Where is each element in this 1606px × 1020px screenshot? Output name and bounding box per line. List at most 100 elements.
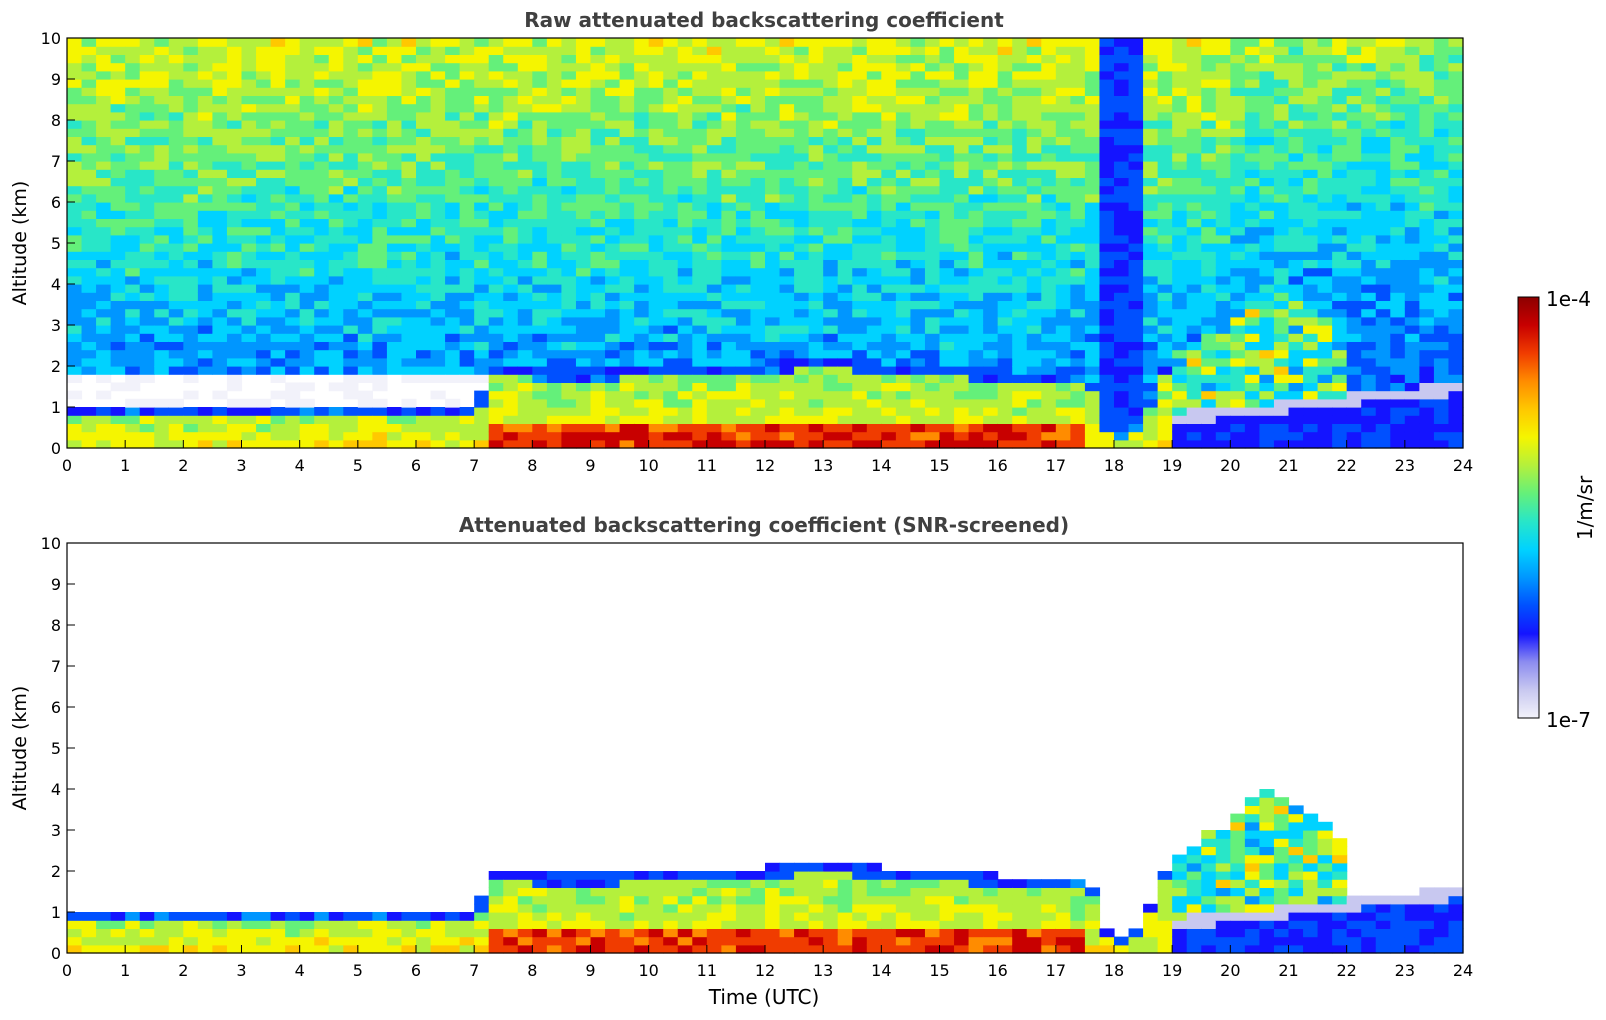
heatmap-cell	[1288, 407, 1304, 416]
heatmap-cell	[808, 136, 824, 146]
heatmap-cell	[1157, 144, 1173, 154]
heatmap-cell	[663, 79, 679, 88]
heatmap-cell	[488, 928, 504, 938]
heatmap-cell	[648, 292, 664, 301]
heatmap-cell	[605, 431, 621, 441]
heatmap-cell	[125, 431, 141, 441]
heatmap-cell	[1390, 218, 1406, 228]
heatmap-cell	[256, 62, 272, 72]
heatmap-cell	[357, 103, 373, 113]
heatmap-cell	[81, 87, 97, 96]
heatmap-cell	[285, 357, 301, 367]
heatmap-cell	[357, 275, 373, 285]
heatmap-cell	[139, 103, 155, 113]
heatmap-cell	[459, 177, 475, 187]
heatmap-cell	[1361, 218, 1377, 228]
heatmap-cell	[605, 177, 621, 187]
heatmap-cell	[1390, 308, 1406, 318]
heatmap-cell	[372, 243, 388, 252]
heatmap-cell	[939, 431, 955, 441]
heatmap-cell	[241, 267, 257, 277]
heatmap-cell	[765, 95, 781, 105]
heatmap-cell	[590, 357, 606, 367]
heatmap-cell	[765, 193, 781, 203]
heatmap-cell	[721, 79, 737, 88]
heatmap-cell	[474, 136, 490, 146]
heatmap-cell	[1201, 300, 1217, 310]
heatmap-cell	[1273, 144, 1290, 154]
heatmap-cell	[1055, 111, 1071, 121]
heatmap-cell	[314, 431, 330, 441]
heatmap-cell	[270, 46, 286, 55]
x-tick-label: 11	[697, 456, 717, 475]
heatmap-cell	[67, 944, 83, 954]
heatmap-cell	[939, 103, 955, 113]
heatmap-cell	[750, 349, 766, 359]
heatmap-cell	[721, 136, 737, 146]
heatmap-cell	[837, 38, 853, 47]
heatmap-cell	[314, 284, 330, 293]
heatmap-cell	[110, 936, 126, 946]
heatmap-cell	[96, 128, 112, 137]
heatmap-cell	[546, 144, 563, 154]
heatmap-cell	[1273, 185, 1290, 195]
heatmap-cell	[1099, 38, 1115, 47]
heatmap-cell	[823, 357, 839, 367]
heatmap-cell	[1244, 357, 1261, 367]
heatmap-cell	[1332, 284, 1348, 293]
heatmap-cell	[212, 349, 228, 359]
heatmap-cell	[706, 79, 722, 88]
heatmap-cell	[1404, 382, 1420, 392]
heatmap-cell	[96, 275, 112, 285]
heatmap-cell	[794, 300, 810, 310]
heatmap-cell	[575, 128, 592, 137]
heatmap-cell	[1375, 439, 1391, 449]
heatmap-cell	[488, 887, 504, 897]
heatmap-cell	[357, 111, 373, 121]
heatmap-cell	[1259, 79, 1275, 88]
heatmap-cell	[1012, 234, 1028, 244]
heatmap-cell	[895, 382, 912, 392]
heatmap-cell	[1143, 431, 1159, 441]
heatmap-cell	[924, 226, 941, 236]
heatmap-cell	[1375, 415, 1391, 424]
heatmap-cell	[1215, 415, 1231, 424]
heatmap-cell	[575, 234, 592, 244]
heatmap-cell	[1084, 218, 1101, 228]
heatmap-cell	[139, 226, 155, 236]
heatmap-cell	[677, 251, 693, 260]
heatmap-cell	[1375, 382, 1391, 392]
heatmap-cell	[1055, 185, 1071, 195]
heatmap-cell	[1012, 79, 1028, 88]
heatmap-cell	[954, 398, 970, 408]
heatmap-cell	[692, 87, 708, 96]
heatmap-cell	[168, 54, 184, 64]
heatmap-cell	[517, 398, 533, 408]
heatmap-cell	[503, 284, 519, 293]
heatmap-cell	[1259, 202, 1275, 211]
heatmap-cell	[110, 193, 126, 203]
heatmap-cell	[808, 120, 824, 129]
heatmap-cell	[692, 218, 708, 228]
heatmap-cell	[634, 308, 650, 318]
heatmap-cell	[692, 398, 708, 408]
heatmap-cell	[488, 111, 504, 121]
heatmap-cell	[1172, 103, 1188, 113]
heatmap-cell	[619, 251, 635, 260]
heatmap-cell	[430, 79, 446, 88]
heatmap-cell	[561, 284, 577, 293]
heatmap-cell	[1448, 251, 1464, 260]
heatmap-cell	[357, 62, 373, 72]
heatmap-cell	[67, 415, 83, 424]
heatmap-cell	[67, 912, 83, 921]
heatmap-cell	[430, 944, 446, 954]
heatmap-cell	[1041, 54, 1057, 64]
heatmap-cell	[1433, 234, 1450, 244]
heatmap-cell	[1346, 226, 1362, 236]
heatmap-cell	[1317, 398, 1333, 408]
heatmap-cell	[1143, 95, 1159, 105]
heatmap-cell	[386, 912, 403, 921]
heatmap-cell	[226, 79, 243, 88]
heatmap-cell	[1361, 243, 1377, 252]
heatmap-cell	[1346, 95, 1362, 105]
